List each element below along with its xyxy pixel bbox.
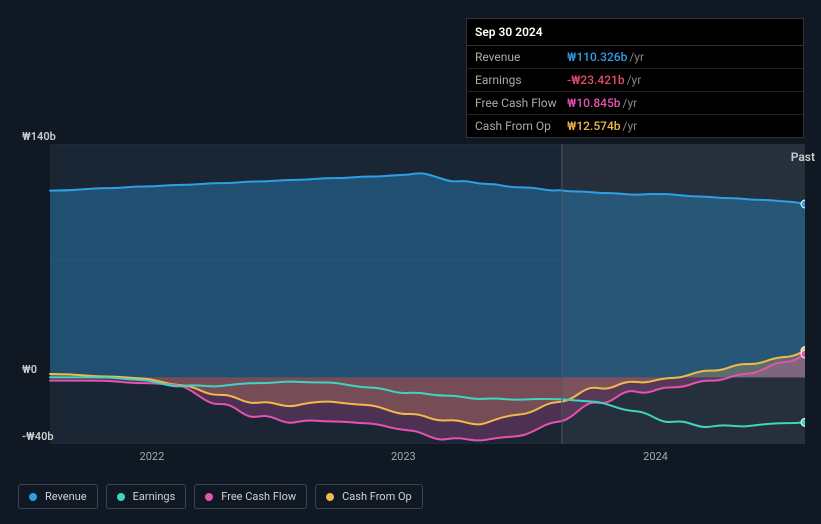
legend-label: Cash From Op: [342, 490, 412, 503]
legend-dot-icon: [326, 493, 334, 501]
legend-item[interactable]: Earnings: [106, 484, 187, 509]
tooltip-row: Free Cash Flow₩10.845b /yr: [467, 92, 803, 115]
tooltip-row-value: ₩110.326b: [567, 50, 627, 64]
x-axis-tick: 2022: [140, 450, 165, 463]
tooltip-row-value: ₩10.845b: [567, 96, 621, 110]
legend-dot-icon: [29, 493, 37, 501]
x-axis-tick: 2024: [643, 450, 668, 463]
legend-dot-icon: [205, 493, 213, 501]
tooltip-row: Revenue₩110.326b /yr: [467, 46, 803, 69]
tooltip-row-label: Earnings: [475, 73, 567, 87]
legend-label: Earnings: [133, 490, 176, 503]
tooltip-row-unit: /yr: [623, 119, 638, 133]
tooltip-row-unit: /yr: [623, 96, 638, 110]
y-axis-tick: ₩0: [22, 363, 37, 376]
legend-item[interactable]: Revenue: [18, 484, 98, 509]
tooltip-row-value: ₩12.574b: [567, 119, 621, 133]
x-axis-tick: 2023: [391, 450, 416, 463]
tooltip-row-value: -₩23.421b: [567, 73, 625, 87]
legend-item[interactable]: Cash From Op: [315, 484, 423, 509]
tooltip-date: Sep 30 2024: [467, 19, 803, 46]
tooltip-row: Cash From Op₩12.574b /yr: [467, 115, 803, 137]
tooltip-row-unit: /yr: [627, 73, 642, 87]
legend-item[interactable]: Free Cash Flow: [194, 484, 307, 509]
legend-dot-icon: [117, 493, 125, 501]
x-axis: 2022 2023 2024: [18, 450, 805, 466]
tooltip-row: Earnings-₩23.421b /yr: [467, 69, 803, 92]
chart-tooltip: Sep 30 2024 Revenue₩110.326b /yrEarnings…: [466, 18, 804, 138]
legend-label: Revenue: [45, 490, 87, 503]
past-label: Past: [791, 150, 815, 164]
financials-chart[interactable]: [18, 144, 805, 444]
chart-legend: Revenue Earnings Free Cash Flow Cash From O…: [18, 484, 423, 509]
tooltip-row-label: Revenue: [475, 50, 567, 64]
y-axis-tick: -₩40b: [22, 430, 54, 443]
tooltip-row-unit: /yr: [629, 50, 644, 64]
legend-label: Free Cash Flow: [221, 490, 296, 503]
tooltip-row-label: Free Cash Flow: [475, 96, 567, 110]
tooltip-row-label: Cash From Op: [475, 119, 567, 133]
y-axis-tick: ₩140b: [22, 130, 56, 143]
